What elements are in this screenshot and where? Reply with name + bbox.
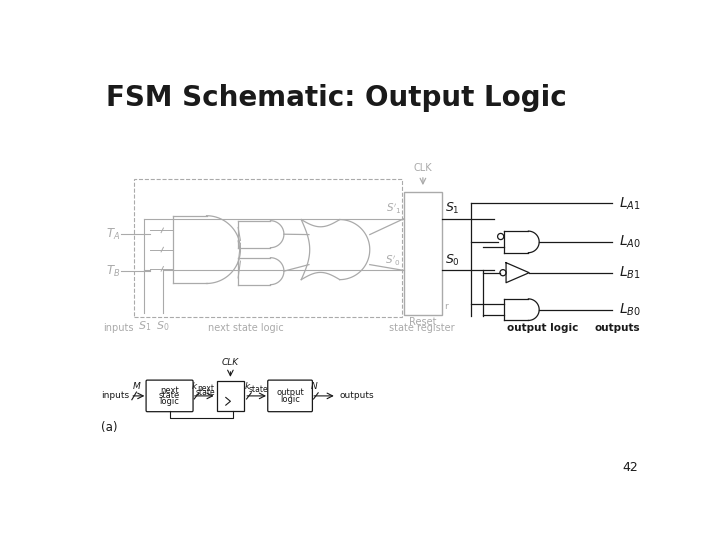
Text: 42: 42 xyxy=(623,462,639,475)
Text: state: state xyxy=(196,388,215,397)
Text: next state logic: next state logic xyxy=(208,323,284,333)
Text: state: state xyxy=(248,386,268,394)
Text: CLK: CLK xyxy=(413,163,432,173)
Text: outputs: outputs xyxy=(340,392,374,400)
Text: $L_{A0}$: $L_{A0}$ xyxy=(619,234,641,250)
Text: $k$: $k$ xyxy=(192,380,199,392)
Text: CLK: CLK xyxy=(222,359,239,367)
Text: Reset: Reset xyxy=(409,318,436,327)
Text: $S_0$: $S_0$ xyxy=(445,253,460,268)
Text: next: next xyxy=(197,384,215,393)
Text: $S_1$: $S_1$ xyxy=(445,201,460,217)
Text: (a): (a) xyxy=(101,421,117,434)
Text: outputs: outputs xyxy=(594,323,640,333)
Text: $L_{B0}$: $L_{B0}$ xyxy=(619,301,641,318)
Text: state register: state register xyxy=(389,323,454,333)
FancyBboxPatch shape xyxy=(146,380,193,411)
Bar xyxy=(134,179,402,318)
Text: $S_1$: $S_1$ xyxy=(138,320,150,334)
Bar xyxy=(217,381,244,410)
Text: FSM Schematic: Output Logic: FSM Schematic: Output Logic xyxy=(106,84,567,112)
Text: state: state xyxy=(159,392,180,400)
Text: $L_{A1}$: $L_{A1}$ xyxy=(619,195,641,212)
Text: $k$: $k$ xyxy=(243,380,251,392)
Text: $T_B$: $T_B$ xyxy=(106,264,120,279)
Text: logic: logic xyxy=(160,397,179,406)
Text: $N$: $N$ xyxy=(310,380,318,392)
Text: $T_A$: $T_A$ xyxy=(106,227,120,242)
Text: $S'_0$: $S'_0$ xyxy=(385,254,401,268)
Text: inputs: inputs xyxy=(104,323,134,333)
FancyBboxPatch shape xyxy=(268,380,312,411)
Text: logic: logic xyxy=(280,395,300,404)
Bar xyxy=(404,192,442,315)
Text: output logic: output logic xyxy=(507,323,578,333)
Text: $L_{B1}$: $L_{B1}$ xyxy=(619,265,641,281)
Text: $S_0$: $S_0$ xyxy=(156,320,169,334)
Text: next: next xyxy=(160,386,179,395)
Text: output: output xyxy=(276,388,304,397)
Text: $S'_1$: $S'_1$ xyxy=(386,201,401,215)
Text: inputs: inputs xyxy=(101,392,129,400)
Text: r: r xyxy=(444,302,449,311)
Text: $M$: $M$ xyxy=(132,380,141,392)
